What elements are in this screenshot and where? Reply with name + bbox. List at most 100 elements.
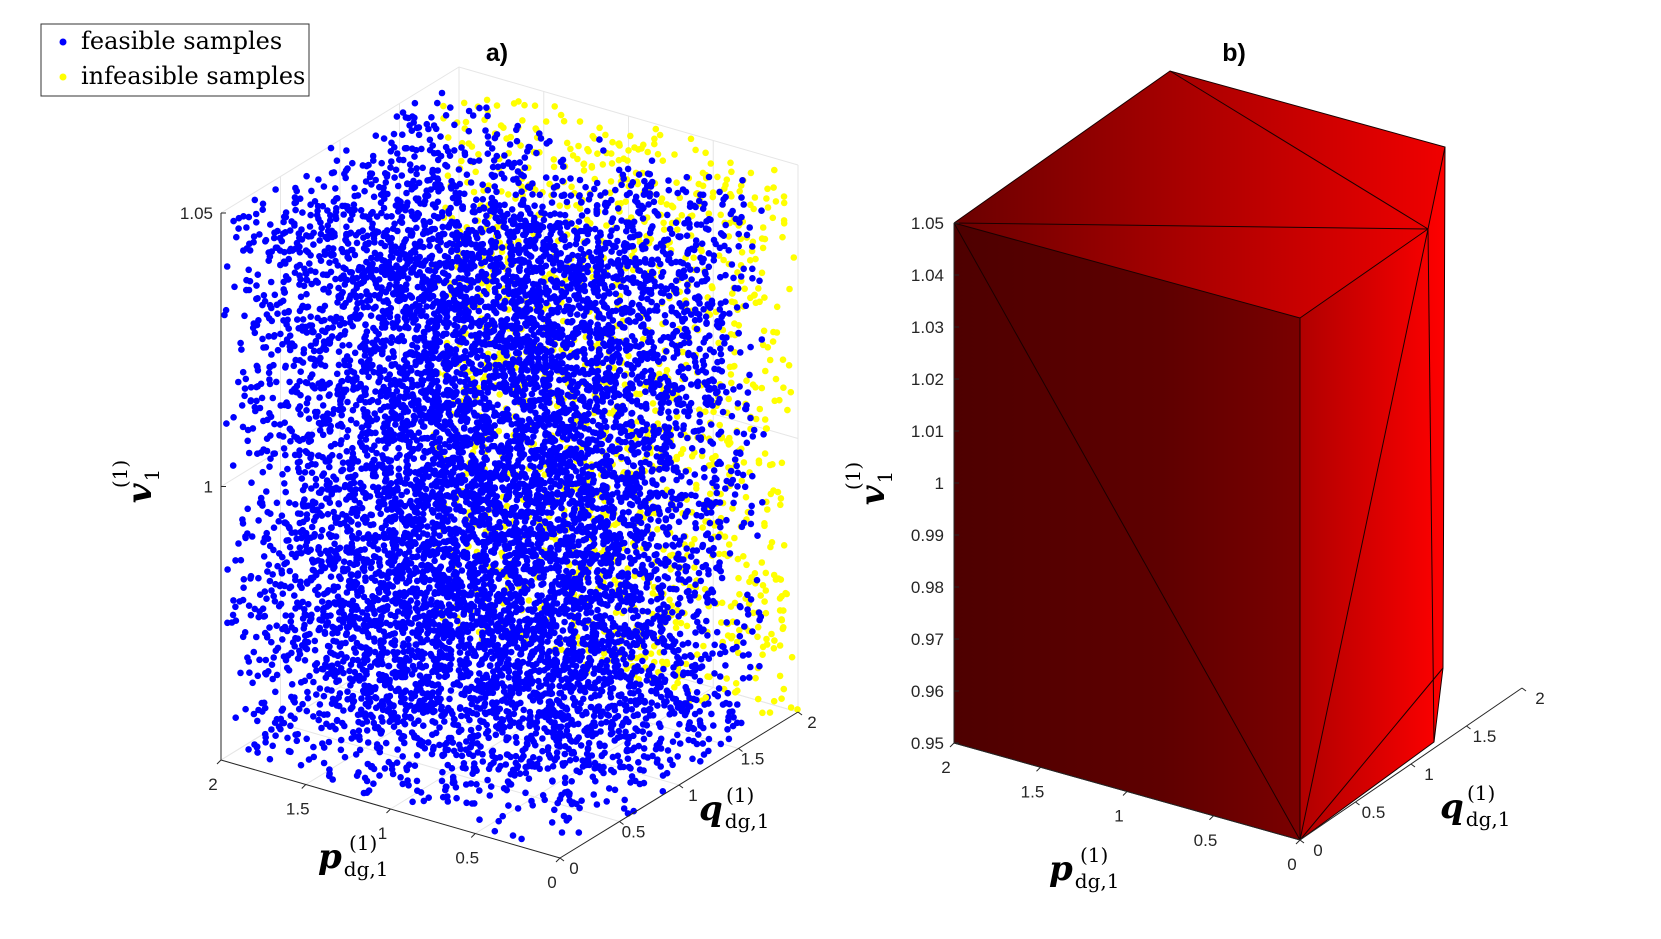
feasible-point [695, 427, 702, 435]
feasible-point [710, 551, 717, 558]
feasible-point [690, 613, 697, 620]
feasible-point [675, 600, 682, 608]
feasible-point [636, 681, 644, 688]
infeasible-point [679, 348, 687, 356]
infeasible-point [727, 371, 735, 378]
feasible-point [669, 389, 677, 397]
infeasible-point [767, 543, 774, 551]
feasible-point [640, 707, 648, 714]
feasible-point [639, 373, 646, 381]
feasible-point [684, 329, 691, 336]
feasible-point [655, 677, 662, 684]
infeasible-point [766, 709, 774, 716]
feasible-point [701, 268, 709, 276]
infeasible-point [576, 118, 584, 125]
feasible-point [625, 219, 632, 226]
feasible-point [656, 381, 663, 389]
feasible-point [642, 328, 649, 335]
infeasible-point [730, 363, 737, 370]
feasible-point [675, 700, 683, 707]
infeasible-point [687, 135, 695, 143]
infeasible-point [722, 181, 729, 189]
feasible-point [664, 211, 671, 219]
infeasible-point [657, 198, 665, 206]
feasible-point [756, 277, 763, 285]
feasible-point [629, 462, 637, 469]
feasible-point [626, 643, 634, 650]
feasible-point [669, 738, 677, 745]
feasible-point [708, 503, 715, 510]
feasible-point [660, 648, 668, 656]
infeasible-point [556, 202, 563, 209]
feasible-point [692, 524, 700, 532]
feasible-point [697, 512, 705, 520]
feasible-point [673, 396, 681, 404]
infeasible-point [723, 176, 731, 183]
feasible-point [703, 617, 710, 625]
feasible-point [586, 226, 593, 233]
feasible-point [744, 606, 751, 613]
infeasible-point [580, 167, 588, 174]
infeasible-point [759, 651, 766, 658]
feasible-point [665, 414, 673, 422]
feasible-point [449, 194, 457, 202]
feasible-point [740, 519, 748, 527]
feasible-point [730, 499, 737, 507]
feasible-point [679, 318, 686, 325]
feasible-point [693, 558, 700, 566]
feasible-point [536, 191, 544, 199]
feasible-point [747, 663, 754, 671]
feasible-point [640, 753, 648, 760]
infeasible-point [714, 173, 721, 181]
feasible-point [648, 468, 656, 475]
infeasible-point [709, 193, 717, 201]
feasible-point [648, 561, 655, 569]
feasible-point [740, 265, 747, 273]
infeasible-point [750, 609, 757, 617]
infeasible-point [654, 150, 662, 158]
infeasible-point [718, 619, 725, 626]
feasible-point [738, 213, 745, 221]
infeasible-point [616, 142, 623, 149]
infeasible-point [729, 290, 736, 297]
feasible-point [394, 182, 402, 190]
feasible-point [648, 298, 655, 306]
infeasible-point [766, 356, 774, 364]
infeasible-point [656, 131, 664, 139]
feasible-point [656, 586, 664, 594]
feasible-point [720, 196, 727, 203]
infeasible-point [777, 495, 785, 502]
infeasible-point [761, 598, 768, 605]
feasible-point [597, 728, 604, 735]
feasible-point [635, 742, 642, 750]
infeasible-point [761, 235, 769, 243]
feasible-point [428, 114, 435, 121]
feasible-point [742, 302, 750, 310]
feasible-point [749, 433, 757, 440]
feasible-point [627, 697, 634, 705]
feasible-point [687, 399, 695, 407]
feasible-point [577, 227, 584, 235]
infeasible-point [521, 101, 528, 109]
feasible-point [706, 519, 714, 527]
infeasible-point [780, 607, 787, 614]
feasible-point [674, 731, 681, 739]
infeasible-point [787, 388, 795, 396]
feasible-point [693, 309, 700, 317]
feasible-point [654, 575, 662, 583]
feasible-point [685, 349, 692, 357]
feasible-point [632, 607, 639, 614]
feasible-point [736, 383, 743, 390]
feasible-point [665, 177, 672, 184]
feasible-point [714, 692, 722, 700]
feasible-point [716, 650, 724, 658]
feasible-point [705, 394, 712, 402]
feasible-point [411, 99, 419, 107]
feasible-point [602, 453, 610, 460]
feasible-point [432, 181, 439, 188]
feasible-point [697, 577, 705, 585]
infeasible-point [761, 416, 769, 423]
feasible-point [684, 434, 691, 442]
infeasible-point [560, 117, 568, 125]
feasible-point [713, 489, 721, 497]
